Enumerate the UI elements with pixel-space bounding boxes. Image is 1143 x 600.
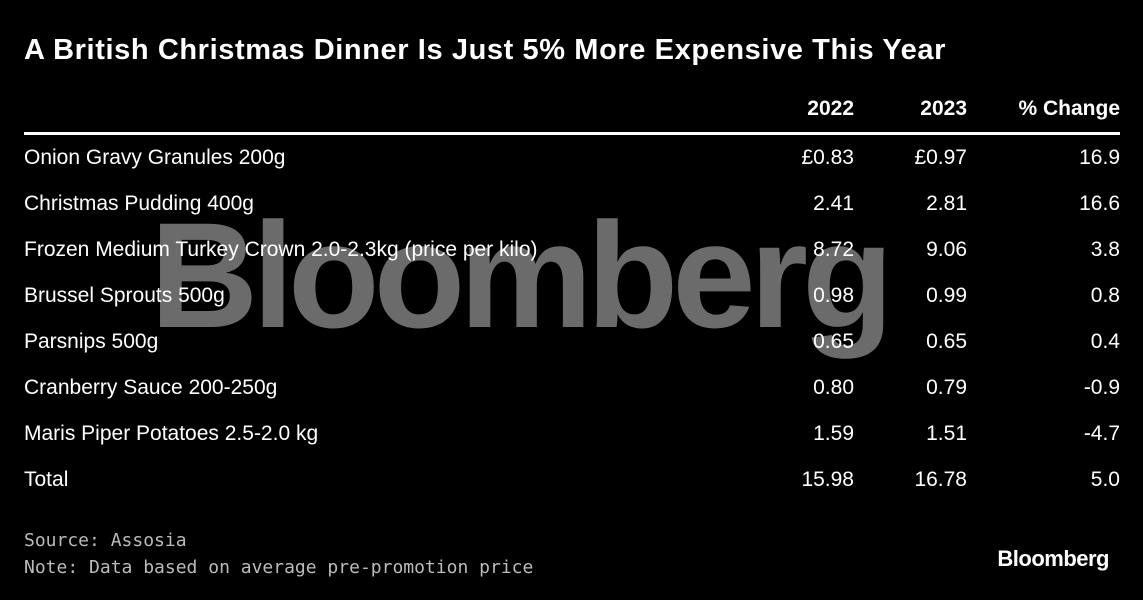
value-2022-cell: 8.72 (813, 238, 854, 261)
price-table: 2022 2023 % Change Onion Gravy Granules … (24, 86, 1120, 503)
bloomberg-logo: Bloomberg (997, 546, 1109, 571)
item-cell: Total (24, 468, 69, 491)
value-2023-cell: £0.97 (914, 146, 967, 169)
footer-notes: Source: Assosia Note: Data based on aver… (24, 527, 533, 581)
chart-title: A British Christmas Dinner Is Just 5% Mo… (24, 34, 947, 66)
total-row: Total 15.98 16.78 5.0 (24, 457, 1120, 503)
item-cell: Brussel Sprouts 500g (24, 284, 225, 307)
value-2022-cell: 0.80 (813, 376, 854, 399)
value-2022-cell: 2.41 (813, 192, 854, 215)
table-row: Onion Gravy Granules 200g £0.83 £0.97 16… (24, 134, 1120, 182)
change-cell: 0.4 (1090, 330, 1120, 353)
header-row: 2022 2023 % Change (24, 86, 1120, 135)
table-row: Parsnips 500g 0.65 0.65 0.4 (24, 319, 1120, 365)
item-cell: Maris Piper Potatoes 2.5-2.0 kg (24, 422, 319, 445)
value-2023-cell: 9.06 (926, 238, 967, 261)
value-2023-cell: 16.78 (914, 468, 967, 491)
change-cell: -4.7 (1083, 422, 1120, 445)
change-cell: -0.9 (1083, 376, 1120, 399)
value-2022-cell: 1.59 (813, 422, 854, 445)
header-2022: 2022 (760, 86, 854, 135)
change-cell: 5.0 (1090, 468, 1120, 491)
value-2023-cell: 0.65 (926, 330, 967, 353)
table-row: Christmas Pudding 400g 2.41 2.81 16.6 (24, 181, 1120, 227)
value-2023-cell: 1.51 (926, 422, 967, 445)
change-cell: 3.8 (1090, 238, 1120, 261)
source-note: Source: Assosia (24, 530, 187, 551)
header-item (24, 86, 760, 135)
header-2023: 2023 (854, 86, 967, 135)
item-cell: Frozen Medium Turkey Crown 2.0-2.3kg (pr… (24, 238, 538, 261)
change-cell: 16.9 (1079, 146, 1120, 169)
value-2022-cell: 15.98 (801, 468, 854, 491)
table-row: Cranberry Sauce 200-250g 0.80 0.79 -0.9 (24, 365, 1120, 411)
item-cell: Parsnips 500g (24, 330, 159, 353)
header-change: % Change (967, 86, 1120, 135)
value-2022-cell: 0.65 (813, 330, 854, 353)
table-row: Brussel Sprouts 500g 0.98 0.99 0.8 (24, 273, 1120, 319)
value-2022-cell: £0.83 (801, 146, 854, 169)
item-cell: Onion Gravy Granules 200g (24, 146, 286, 169)
value-2023-cell: 0.99 (926, 284, 967, 307)
item-cell: Christmas Pudding 400g (24, 192, 254, 215)
data-note: Note: Data based on average pre-promotio… (24, 557, 534, 578)
table-row: Frozen Medium Turkey Crown 2.0-2.3kg (pr… (24, 227, 1120, 273)
item-cell: Cranberry Sauce 200-250g (24, 376, 278, 399)
change-cell: 0.8 (1090, 284, 1120, 307)
change-cell: 16.6 (1079, 192, 1120, 215)
table-row: Maris Piper Potatoes 2.5-2.0 kg 1.59 1.5… (24, 411, 1120, 457)
value-2023-cell: 2.81 (926, 192, 967, 215)
value-2023-cell: 0.79 (926, 376, 967, 399)
value-2022-cell: 0.98 (813, 284, 854, 307)
